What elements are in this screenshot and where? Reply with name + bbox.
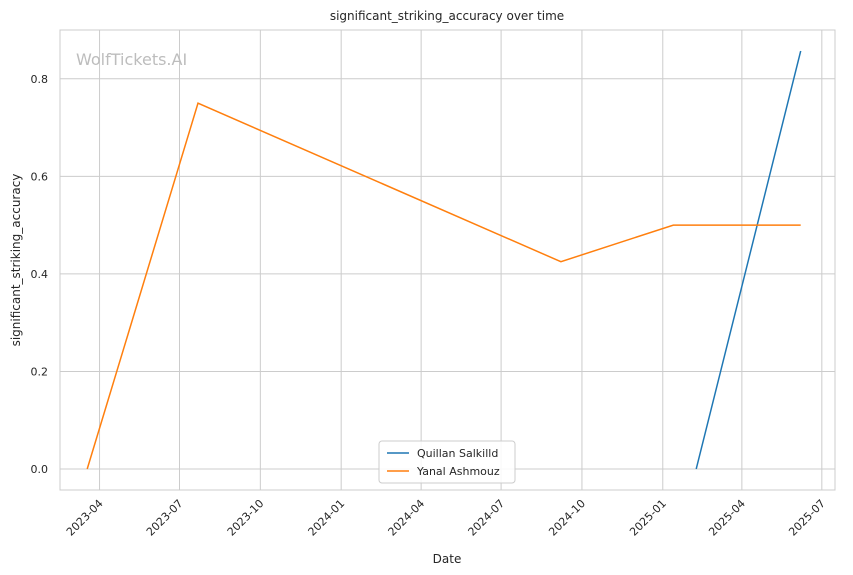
grid	[60, 30, 835, 490]
legend-label: Quillan Salkilld	[417, 447, 498, 460]
watermark: WolfTickets.AI	[76, 50, 187, 69]
x-tick-label: 2024-07	[466, 497, 508, 539]
x-tick-label: 2025-01	[627, 497, 669, 539]
y-tick-label: 0.8	[31, 73, 49, 86]
legend-box	[378, 440, 516, 484]
x-tick-label: 2025-07	[786, 497, 828, 539]
y-axis-label: significant_striking_accuracy	[9, 174, 23, 347]
series-line-1	[86, 102, 801, 470]
legend: Quillan Salkilld Yanal Ashmouz	[378, 440, 516, 484]
x-tick-label: 2023-10	[225, 497, 267, 539]
x-tick-label: 2024-10	[546, 497, 588, 539]
y-tick-label: 0.2	[31, 365, 49, 378]
x-tick-label: 2023-04	[64, 497, 106, 539]
plot-frame	[59, 29, 836, 491]
x-tick-label: 2023-07	[144, 497, 186, 539]
x-axis-label: Date	[433, 552, 462, 566]
x-tick-labels: 2023-04 2023-07 2023-10 2024-01 2024-04 2024-…	[64, 497, 828, 539]
series-line-0	[695, 50, 802, 470]
legend-label: Yanal Ashmouz	[416, 465, 500, 478]
y-tick-labels: 0.0 0.2 0.4 0.6 0.8	[31, 73, 49, 476]
x-tick-label: 2024-01	[306, 497, 348, 539]
x-tick-label: 2025-04	[706, 497, 748, 539]
series-layer	[86, 50, 802, 470]
chart-title: significant_striking_accuracy over time	[330, 9, 564, 23]
y-tick-label: 0.0	[31, 463, 49, 476]
y-tick-label: 0.4	[31, 268, 49, 281]
y-tick-label: 0.6	[31, 170, 49, 183]
x-tick-label: 2024-04	[386, 497, 428, 539]
